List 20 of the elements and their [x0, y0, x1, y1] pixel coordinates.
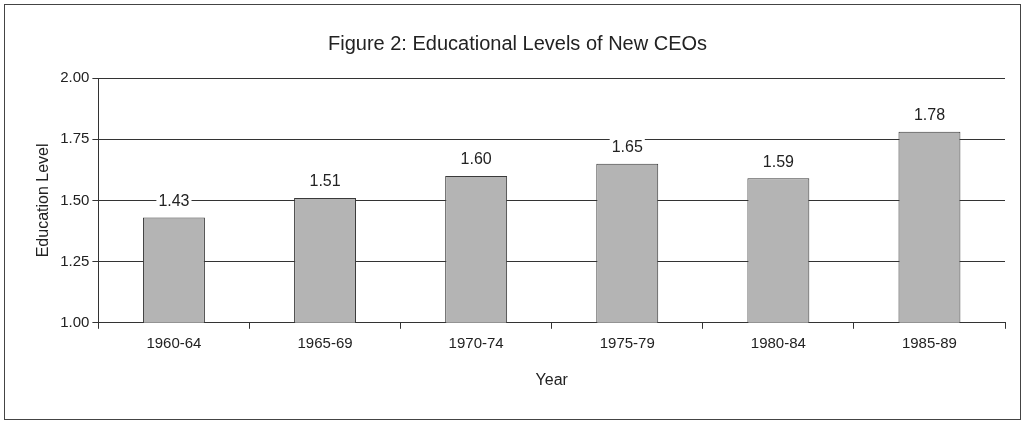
chart-title: Figure 2: Educational Levels of New CEOs [327, 31, 708, 54]
y-tick-label: 1.25 [60, 251, 90, 269]
data-label: 1.51 [309, 172, 341, 190]
x-tick-label: 1960-64 [146, 333, 202, 351]
x-tick-label: 1970-74 [448, 333, 504, 351]
data-label: 1.78 [913, 106, 946, 124]
data-label: 1.60 [460, 150, 492, 168]
x-tick-label: 1985-89 [901, 333, 957, 351]
x-axis-title: Year [535, 370, 569, 388]
y-tick-label: 1.00 [60, 312, 90, 330]
y-tick-label: 1.50 [60, 190, 90, 208]
y-tick-label: 1.75 [60, 129, 90, 147]
x-tick-label: 1975-79 [599, 333, 655, 351]
data-label: 1.65 [611, 138, 643, 156]
y-axis-title: Education Level [34, 143, 52, 258]
data-label: 1.43 [158, 191, 190, 209]
x-tick-label: 1965-69 [297, 333, 353, 351]
data-label: 1.59 [762, 152, 795, 170]
y-tick-label: 2.00 [60, 68, 90, 86]
x-tick-label: 1980-84 [750, 333, 806, 351]
